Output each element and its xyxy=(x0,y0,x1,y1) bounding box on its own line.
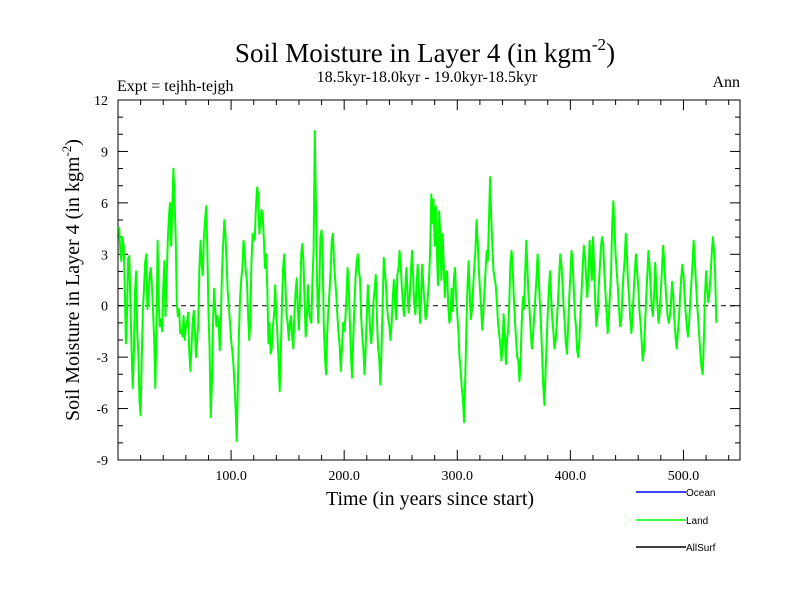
plot-frame xyxy=(117,99,741,461)
y-tick-label: 6 xyxy=(101,197,108,212)
legend-label-allsurf: AllSurf xyxy=(686,543,716,554)
legend-label-ocean: Ocean xyxy=(686,488,715,499)
y-tick-label: -6 xyxy=(96,403,108,418)
x-tick-label: 400.0 xyxy=(555,469,587,484)
y-tick-label: 12 xyxy=(94,94,108,109)
chart-subtitle: 18.5kyr-18.0kyr - 19.0kyr-18.5kyr xyxy=(317,69,538,86)
chart-title: Soil Moisture in Layer 4 (in kgm-2) xyxy=(235,35,615,68)
y-tick-label: -3 xyxy=(96,351,108,366)
x-tick-label: 500.0 xyxy=(668,469,700,484)
expt-label: Expt = tejhh-tejgh xyxy=(117,78,234,95)
y-tick-label: -9 xyxy=(96,454,108,469)
x-tick-label: 200.0 xyxy=(328,469,360,484)
x-tick-label: 100.0 xyxy=(215,469,247,484)
y-tick-label: 3 xyxy=(101,248,108,263)
legend: Ocean Land AllSurf xyxy=(636,488,716,554)
legend-label-land: Land xyxy=(686,516,708,527)
x-tick-label: 300.0 xyxy=(442,469,474,484)
season-label: Ann xyxy=(712,74,740,91)
y-axis-label: Soil Moisture in Layer 4 (in kgm-2) xyxy=(59,139,84,421)
axis-ticks: 100.0 200.0 300.0 400.0 500.0 -9 -6 -3 0 3 6 9 12 xyxy=(94,94,740,484)
y-tick-label: 9 xyxy=(101,145,108,160)
y-tick-label: 0 xyxy=(101,300,108,315)
series-line-land xyxy=(118,129,718,443)
x-axis-label: Time (in years since start) xyxy=(326,488,534,510)
